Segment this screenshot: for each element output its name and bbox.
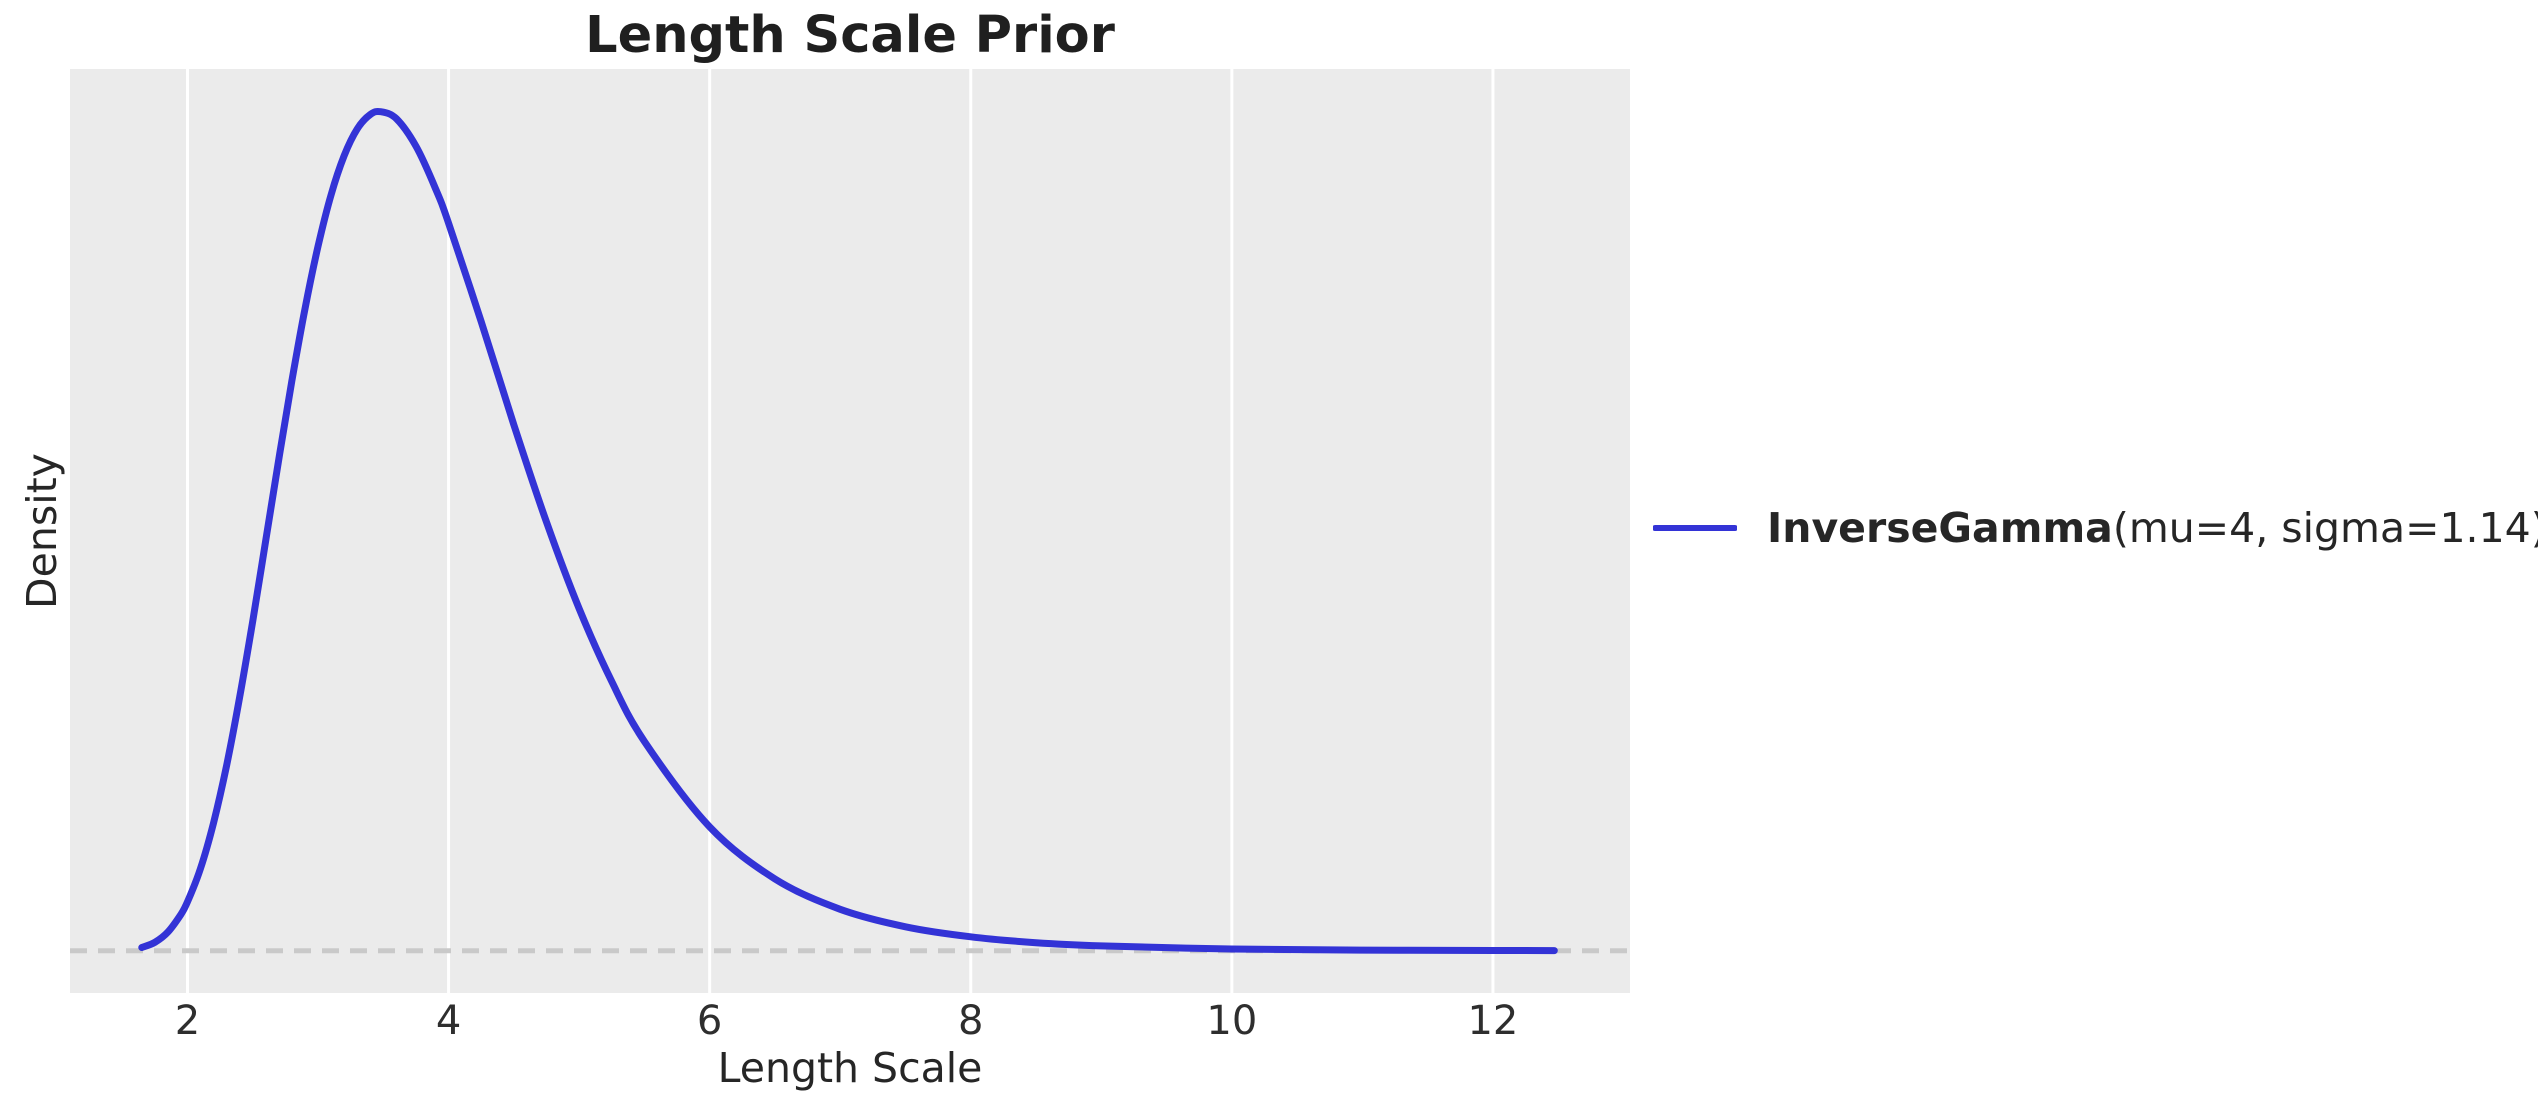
plot-area [70,69,1630,993]
density-curve [138,107,1558,955]
x-tick-label-10: 10 [1206,998,1258,1044]
legend-label: InverseGamma(mu=4, sigma=1.14) [1767,504,2538,552]
legend-label-params: (mu=4, sigma=1.14) [2112,504,2538,552]
x-tick-label-6: 6 [696,998,723,1044]
plot-canvas [70,69,1630,993]
legend: InverseGamma(mu=4, sigma=1.14) [1653,504,2538,552]
x-tick-label-2: 2 [174,998,201,1044]
x-tick-label-12: 12 [1467,998,1519,1044]
y-axis-label: Density [18,453,66,609]
x-tick-label-8: 8 [958,998,984,1044]
x-axis-label: Length Scale [717,1044,983,1092]
chart-title: Length Scale Prior [585,6,1115,65]
legend-label-distribution: InverseGamma [1767,504,2113,552]
legend-line-icon [1653,525,1737,531]
x-tick-label-4: 4 [435,998,462,1044]
